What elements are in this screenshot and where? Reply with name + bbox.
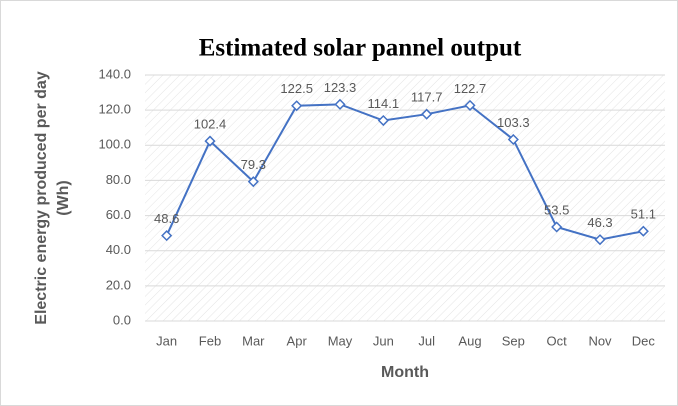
- x-tick-label: Feb: [199, 333, 221, 348]
- y-tick-label: 20.0: [106, 277, 131, 292]
- y-tick-label: 80.0: [106, 172, 131, 187]
- data-point: [594, 234, 606, 246]
- data-label: 114.1: [368, 96, 400, 111]
- data-label: 79.3: [241, 157, 266, 172]
- x-tick-label: Jul: [418, 333, 435, 348]
- y-axis-label: Electric energy produced per day: [33, 71, 50, 325]
- data-label: 122.7: [454, 81, 487, 96]
- data-label: 48.6: [154, 211, 179, 226]
- x-tick-label: Jun: [373, 333, 394, 348]
- y-tick-label: 140.0: [98, 66, 131, 81]
- data-label: 122.5: [280, 81, 313, 96]
- x-tick-label: Dec: [632, 333, 656, 348]
- data-label: 102.4: [194, 117, 227, 132]
- data-label: 46.3: [587, 215, 612, 230]
- y-tick-label: 120.0: [98, 102, 131, 117]
- data-point: [421, 108, 433, 120]
- y-tick-label: 40.0: [106, 242, 131, 257]
- y-axis-label: (Wh): [55, 180, 72, 216]
- data-point: [161, 230, 173, 242]
- data-point: [464, 99, 476, 111]
- data-point: [551, 221, 563, 233]
- x-tick-label: Aug: [458, 333, 481, 348]
- data-label: 51.1: [631, 207, 656, 222]
- data-point: [291, 100, 303, 112]
- data-point: [637, 225, 649, 237]
- data-label: 103.3: [497, 115, 530, 130]
- data-point: [377, 114, 389, 127]
- data-label: 117.7: [411, 90, 443, 105]
- data-label: 53.5: [544, 202, 569, 217]
- data-label: 123.3: [324, 80, 357, 95]
- data-line: [165, 103, 644, 241]
- x-tick-label: Oct: [547, 333, 568, 348]
- x-tick-label: Apr: [287, 333, 308, 348]
- data-point: [204, 135, 216, 147]
- chart-title: Estimated solar pannel output: [199, 35, 522, 62]
- y-tick-label: 0.0: [113, 312, 131, 327]
- x-axis-label: Month: [381, 364, 429, 381]
- x-tick-label: Jan: [156, 333, 177, 348]
- x-tick-label: Nov: [588, 333, 612, 348]
- y-tick-label: 100.0: [98, 137, 131, 152]
- x-tick-label: May: [328, 333, 353, 348]
- data-point: [507, 133, 519, 146]
- plot-area: [145, 75, 665, 321]
- y-tick-label: 60.0: [106, 207, 131, 222]
- x-tick-label: Sep: [502, 333, 525, 348]
- data-point: [334, 98, 346, 110]
- data-point: [247, 176, 259, 188]
- x-tick-label: Mar: [242, 333, 265, 348]
